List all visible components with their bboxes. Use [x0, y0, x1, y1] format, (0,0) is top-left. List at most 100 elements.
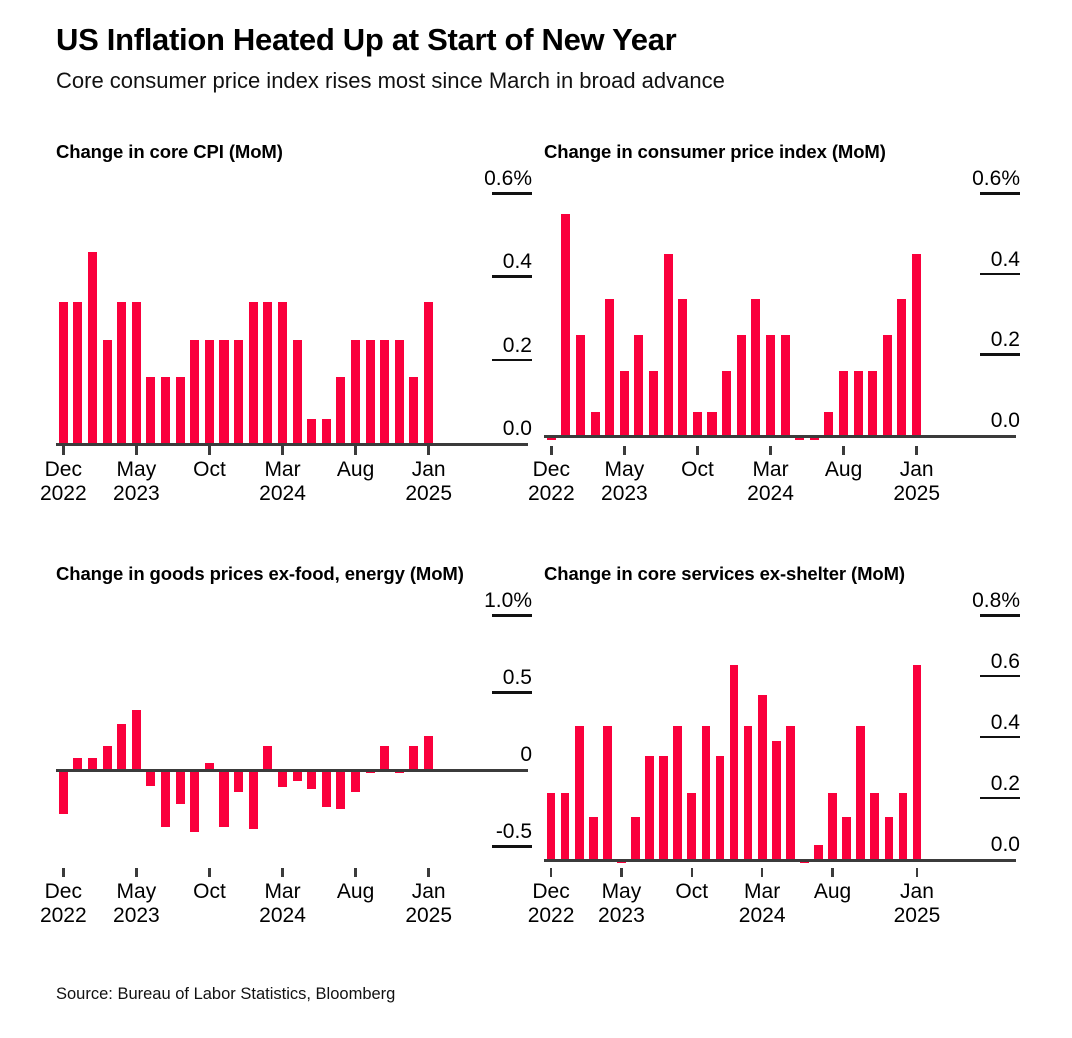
x-axis-label-year: 2025 — [893, 481, 941, 505]
bar-slot — [797, 616, 811, 866]
bar-slot — [600, 616, 614, 866]
bar — [751, 298, 761, 436]
bar-slot — [690, 194, 705, 444]
page-subtitle: Core consumer price index rises most sin… — [56, 67, 725, 93]
x-axis-label-month: Mar — [264, 880, 301, 903]
x-tick-mark — [915, 868, 919, 877]
bar — [424, 736, 434, 771]
x-axis-label-year: 2024 — [259, 903, 306, 927]
bar-slot — [392, 194, 407, 444]
x-axis-label-month: Dec — [44, 458, 82, 481]
bar-slot — [85, 616, 100, 866]
x-axis-label: Jan 2025 — [872, 458, 962, 505]
x-axis-labels: Dec 2022 May 2023 Oct Mar 2024 Aug Jan 2025 — [40, 458, 452, 510]
bar-slot — [840, 616, 854, 866]
bar — [634, 335, 644, 436]
bar — [649, 371, 659, 436]
chart-panel-core-cpi: Change in core CPI (MoM) Dec 2022 May 2023 O… — [0, 140, 536, 506]
y-axis-labels: -0.5 0 0.5 1.0% — [442, 590, 532, 866]
x-axis-label: Mar 2024 — [726, 458, 816, 505]
chart-plot-core-services: Dec 2022 May 2023 Oct Mar 2024 Aug Jan 2025 0.0 0.2… — [528, 590, 1020, 928]
bar-slot — [202, 194, 217, 444]
bar — [736, 335, 746, 436]
bar — [321, 419, 331, 444]
bar-slot — [187, 616, 202, 866]
y-axis-tick-dash — [492, 845, 532, 848]
bar — [365, 339, 375, 444]
y-axis-label: 0.2 — [930, 773, 1020, 794]
bar-slot — [421, 616, 436, 866]
bar-series-core-cpi — [56, 194, 436, 444]
bar-slot — [319, 616, 334, 866]
bar — [73, 757, 83, 771]
bar — [590, 411, 600, 436]
y-axis-label-text: 0 — [520, 743, 532, 767]
bar-slot — [275, 616, 290, 866]
bar — [912, 254, 922, 436]
bar — [575, 335, 586, 436]
x-axis-label-year: 2022 — [39, 481, 87, 505]
bar-slot — [868, 616, 882, 866]
bar — [292, 339, 302, 444]
x-axis-label-year: 2023 — [601, 481, 648, 505]
bar — [234, 770, 244, 792]
y-axis-label: 0.6 — [930, 651, 1020, 672]
y-axis-label: 0.5 — [442, 667, 532, 688]
bar — [868, 371, 878, 436]
bar-slot — [144, 194, 159, 444]
bar-slot — [114, 194, 129, 444]
bar — [146, 377, 156, 444]
chart-panel-core-services: Change in core services ex-shelter (MoM)… — [528, 562, 1072, 928]
bar — [190, 770, 200, 833]
x-axis-label-month: Mar — [264, 458, 301, 481]
bar-series-goods-ex-food-energy — [56, 616, 436, 866]
bar-slot — [713, 616, 727, 866]
x-tick-mark — [354, 446, 357, 455]
bar — [161, 377, 171, 444]
x-tick-mark — [427, 446, 430, 455]
bar-slot — [304, 194, 319, 444]
chart-panel-goods: Change in goods prices ex-food, energy (… — [0, 562, 536, 928]
x-axis-label: Mar 2024 — [717, 880, 807, 927]
x-axis-label: Jan 2025 — [384, 880, 474, 927]
x-axis-label-month: Oct — [193, 458, 226, 481]
bar — [838, 371, 848, 436]
bar — [87, 757, 98, 771]
bar — [219, 770, 229, 828]
chart-row-top: Change in core CPI (MoM) Dec 2022 May 2023 O… — [0, 140, 1072, 506]
x-axis-labels: Dec 2022 May 2023 Oct Mar 2024 Aug Jan 2025 — [528, 458, 940, 510]
bar — [870, 792, 880, 860]
bar-slot — [741, 616, 755, 866]
bar — [336, 377, 346, 444]
x-axis-label-month: Jan — [411, 880, 446, 903]
bar — [673, 725, 683, 860]
bar — [394, 339, 404, 444]
bar-slot — [671, 616, 685, 866]
bar — [380, 339, 390, 444]
bar-slot — [363, 616, 378, 866]
y-axis-label-text: 0.6 — [990, 649, 1020, 673]
bar — [663, 254, 673, 436]
x-axis-label: Mar 2024 — [238, 880, 328, 927]
bar — [707, 411, 717, 436]
bar — [743, 725, 753, 860]
bar — [321, 770, 331, 808]
bar — [263, 302, 273, 444]
x-tick-mark — [696, 446, 699, 455]
y-axis-tick-dash — [492, 275, 532, 278]
bar-slot — [348, 194, 363, 444]
bar-slot — [173, 616, 188, 866]
bar — [882, 335, 892, 436]
bar — [645, 756, 654, 860]
x-tick-row — [56, 446, 436, 456]
x-axis-label: Dec 2022 — [506, 458, 596, 505]
y-axis-label: 0.0 — [930, 410, 1020, 431]
bar — [701, 725, 711, 860]
x-tick-mark — [62, 446, 65, 455]
bar — [190, 339, 200, 444]
x-axis-label-year: 2023 — [113, 903, 160, 927]
x-tick-mark — [281, 868, 284, 877]
chart-row-bottom: Change in goods prices ex-food, energy (… — [0, 562, 1072, 928]
bar — [771, 741, 781, 860]
bar-slot — [202, 616, 217, 866]
